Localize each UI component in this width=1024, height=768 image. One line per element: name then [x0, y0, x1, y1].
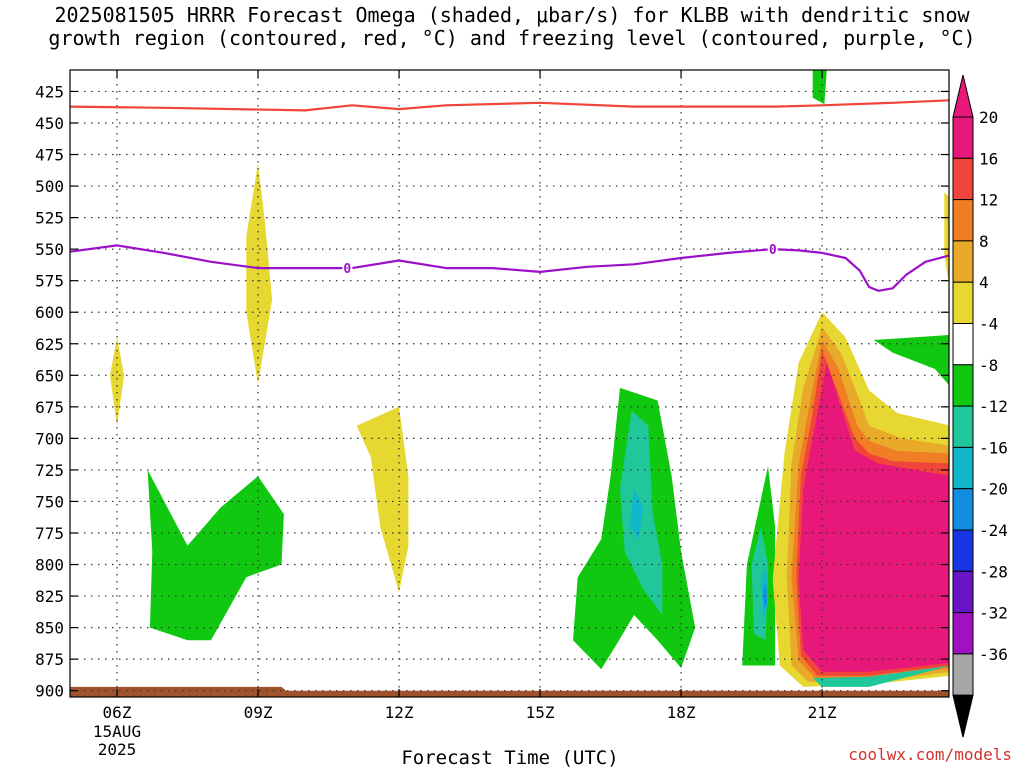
colorbar-swatch-10 — [952, 529, 974, 572]
colorbar-swatch-12 — [952, 612, 974, 655]
omega-region-19 — [812, 665, 949, 687]
omega-region-4 — [147, 469, 284, 641]
colorbar-swatch-9 — [952, 488, 974, 531]
omega-region-7 — [812, 70, 827, 105]
y-axis: 425 450 475 500 525 550 575 600 625 650 675 700 725 7… — [35, 82, 949, 701]
y-tick-label-525: 525 — [35, 209, 64, 228]
x-tick-label-12Z: 12Z — [385, 703, 414, 722]
y-tick-label-875: 875 — [35, 650, 64, 669]
colorbar-swatch-11 — [952, 570, 974, 614]
colorbar-bottom-arrow — [952, 694, 974, 738]
chart-title-line2: growth region (contoured, red, °C) and f… — [48, 26, 976, 50]
colorbar-swatch-4 — [952, 281, 974, 325]
y-tick-label-750: 750 — [35, 492, 64, 511]
y-tick-label-450: 450 — [35, 114, 64, 133]
y-tick-label-575: 575 — [35, 272, 64, 291]
colorbar-label-8: -16 — [979, 438, 1008, 457]
omega-region-13 — [763, 583, 768, 609]
x-tick-sublabel-0: 15AUG — [93, 722, 141, 741]
ground-strip-layer — [70, 686, 949, 697]
source-credit: coolwx.com/models — [848, 745, 1012, 764]
y-tick-label-725: 725 — [35, 461, 64, 480]
x-tick-label-09Z: 09Z — [244, 703, 273, 722]
contour-label-1-1: 0 — [769, 243, 777, 258]
x-tick-label-06Z: 06Z — [103, 703, 132, 722]
plot-frame — [69, 69, 950, 698]
y-tick-label-775: 775 — [35, 524, 64, 543]
omega-region-18 — [798, 362, 949, 672]
x-tick-label-21Z: 21Z — [808, 703, 837, 722]
colorbar-swatch-8 — [952, 446, 974, 490]
contour-label-bg-1-1 — [767, 242, 778, 257]
y-tick-label-650: 650 — [35, 366, 64, 385]
colorbar-swatch-0 — [952, 116, 974, 159]
y-tick-label-425: 425 — [35, 82, 64, 101]
omega-region-2 — [356, 406, 409, 593]
colorbar-label-12: -32 — [979, 604, 1008, 623]
y-tick-label-850: 850 — [35, 619, 64, 638]
colorbar-label-3: 8 — [979, 232, 989, 251]
colorbar-swatch-3 — [952, 240, 974, 283]
omega-region-11 — [629, 488, 644, 540]
y-tick-label-900: 900 — [35, 682, 64, 701]
y-tick-label-800: 800 — [35, 556, 64, 575]
chart-title: 2025081505 HRRR Forecast Omega (shaded, … — [0, 4, 1024, 50]
colorbar-label-6: -8 — [979, 356, 998, 375]
omega-region-0 — [246, 163, 273, 385]
colorbar-label-11: -28 — [979, 562, 1008, 581]
colorbar: 20 16 12 8 4 -4 -8 -12 -16 -20 -24 -28 -32 -36 — [952, 74, 1008, 738]
chart-title-line1: 2025081505 HRRR Forecast Omega (shaded, … — [54, 3, 970, 27]
colorbar-swatch-2 — [952, 199, 974, 242]
y-tick-label-475: 475 — [35, 146, 64, 165]
y-tick-label-600: 600 — [35, 303, 64, 322]
colorbar-swatch-1 — [952, 157, 974, 201]
contour-line-0 — [70, 99, 949, 112]
colorbar-swatch-13 — [952, 653, 974, 696]
colorbar-swatch-7 — [952, 405, 974, 448]
shaded-regions-layer — [110, 70, 949, 687]
y-tick-label-625: 625 — [35, 335, 64, 354]
contour-line-1 — [70, 244, 949, 292]
colorbar-label-7: -12 — [979, 397, 1008, 416]
colorbar-label-10: -24 — [979, 521, 1008, 540]
contour-label-bg-1-0 — [342, 261, 353, 276]
omega-region-1 — [110, 337, 125, 426]
colorbar-swatch-6 — [952, 364, 974, 407]
colorbar-swatch-5 — [952, 323, 974, 366]
contour-layer: 00 — [70, 99, 949, 292]
y-tick-label-675: 675 — [35, 398, 64, 417]
omega-region-3 — [944, 192, 949, 285]
colorbar-top-arrow — [952, 74, 974, 118]
colorbar-label-0: 20 — [979, 108, 998, 127]
colorbar-label-5: -4 — [979, 315, 998, 334]
colorbar-label-13: -36 — [979, 645, 1008, 664]
y-tick-label-500: 500 — [35, 177, 64, 196]
contour-label-1-0: 0 — [343, 262, 351, 277]
x-axis-title: Forecast Time (UTC) — [401, 747, 618, 768]
colorbar-label-9: -20 — [979, 480, 1008, 499]
y-tick-label-700: 700 — [35, 429, 64, 448]
colorbar-label-1: 16 — [979, 149, 998, 168]
terrain-strip — [70, 686, 949, 697]
colorbar-label-4: 4 — [979, 273, 989, 292]
omega-region-8 — [873, 335, 949, 386]
x-tick-label-15Z: 15Z — [526, 703, 555, 722]
x-tick-sublabel-1: 2025 — [98, 740, 137, 759]
colorbar-label-2: 12 — [979, 191, 998, 210]
y-tick-label-550: 550 — [35, 240, 64, 259]
x-tick-label-18Z: 18Z — [667, 703, 696, 722]
y-tick-label-825: 825 — [35, 587, 64, 606]
